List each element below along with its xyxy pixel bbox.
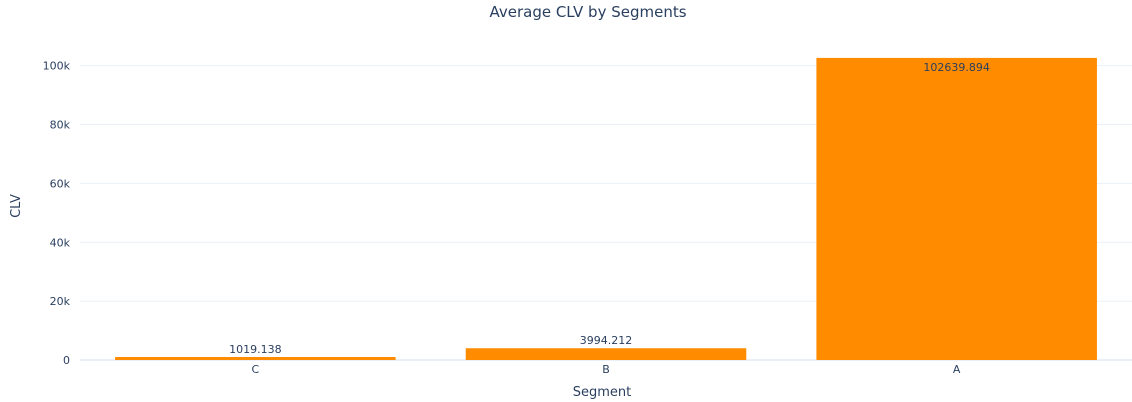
bar-a xyxy=(816,57,1097,360)
y-tick-label: 100k xyxy=(43,60,71,73)
bar-c xyxy=(115,357,396,360)
y-tick-label: 60k xyxy=(50,177,71,190)
data-labels: 1019.138 3994.212 102639.894 xyxy=(229,61,990,356)
x-axis-title: Segment xyxy=(573,385,632,400)
chart-title: Average CLV by Segments xyxy=(489,3,686,21)
data-label: 1019.138 xyxy=(229,343,282,356)
y-tick-label: 0 xyxy=(63,354,70,367)
data-label: 3994.212 xyxy=(580,334,633,347)
x-tick-label: B xyxy=(602,363,610,376)
bars xyxy=(115,57,1097,360)
x-tick-label: A xyxy=(953,363,961,376)
data-label: 102639.894 xyxy=(923,61,989,74)
y-tick-label: 40k xyxy=(50,236,71,249)
y-tick-label: 20k xyxy=(50,295,71,308)
y-axis-title: CLV xyxy=(9,194,24,218)
bar-b xyxy=(465,348,747,360)
y-axis-ticks: 0 20k 40k 60k 80k 100k xyxy=(43,60,71,367)
y-tick-label: 80k xyxy=(50,119,71,132)
x-tick-label: C xyxy=(251,363,259,376)
